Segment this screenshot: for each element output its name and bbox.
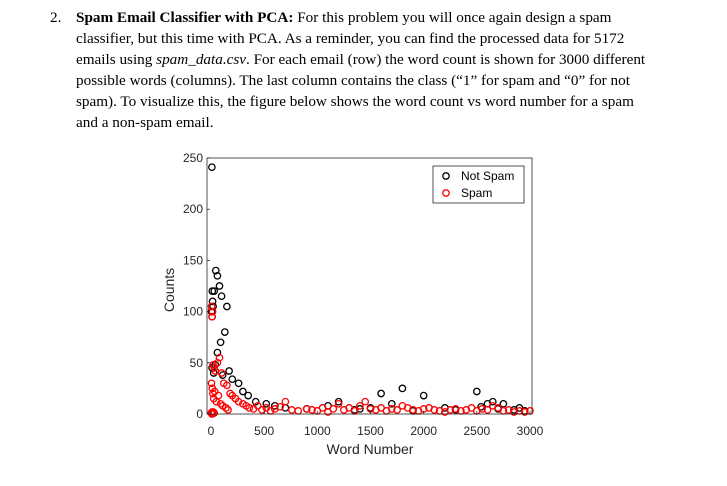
data-point-not-spam (472, 387, 481, 396)
y-tick-label: 0 (196, 407, 203, 421)
legend: Not Spam Spam (432, 165, 525, 204)
data-point-not-spam (499, 399, 508, 408)
data-point-spam (207, 379, 216, 388)
problem-text: Spam Email Classifier with PCA: For this… (76, 7, 650, 133)
plot-area-frame (206, 157, 533, 415)
data-point-spam (329, 405, 338, 413)
data-point-not-spam (217, 292, 226, 301)
x-tick-label: 1000 (304, 424, 331, 438)
data-point-not-spam (216, 338, 225, 347)
data-point-not-spam (251, 397, 260, 406)
y-tick-label: 50 (190, 356, 204, 370)
legend-label-not-spam: Not Spam (461, 169, 514, 183)
problem-statement: 2. Spam Email Classifier with PCA: For t… (50, 7, 650, 133)
data-point-spam (215, 353, 224, 362)
data-point-not-spam (488, 397, 497, 406)
y-axis-label: Counts (161, 268, 177, 312)
x-tick-label: 0 (208, 424, 215, 438)
data-point-not-spam (210, 287, 219, 295)
problem-text-b: . For each email (row) the word count is… (76, 51, 646, 131)
legend-marker-spam (442, 189, 450, 197)
data-point-not-spam (239, 387, 247, 396)
data-point-spam (222, 404, 230, 412)
data-point-not-spam (234, 379, 243, 388)
data-point-not-spam (515, 404, 524, 412)
data-point-spam (276, 402, 284, 411)
data-point-spam (387, 405, 396, 413)
data-point-spam (520, 408, 529, 416)
data-point-spam (483, 406, 492, 414)
data-point-spam (224, 406, 232, 414)
data-point-spam (214, 391, 223, 400)
data-point-spam (361, 397, 370, 406)
legend-marker-not-spam (442, 172, 450, 180)
data-point-spam (430, 406, 439, 414)
data-point-spam (258, 406, 266, 414)
data-point-not-spam (215, 282, 224, 290)
data-point-spam (393, 406, 401, 414)
y-tick-label: 100 (183, 305, 203, 319)
data-point-not-spam (377, 389, 385, 398)
data-point-spam (281, 397, 290, 406)
data-point-not-spam (270, 401, 279, 410)
data-point-spam (294, 407, 303, 415)
data-point-spam (334, 399, 343, 408)
data-point-spam (216, 399, 225, 408)
data-point-not-spam (398, 384, 407, 393)
data-point-spam (287, 406, 296, 414)
problem-number: 2. (50, 9, 62, 26)
data-point-not-spam (208, 163, 216, 172)
data-point-spam (234, 397, 243, 406)
data-point-not-spam (213, 271, 222, 280)
x-tick-label: 3000 (517, 424, 544, 438)
x-axis-ticks: 0 500 1000 1500 2000 2500 3000 (208, 411, 544, 438)
legend-box (432, 165, 525, 204)
data-point-spam (253, 401, 262, 410)
data-point-spam (208, 312, 216, 321)
x-axis-label: Word Number (327, 441, 414, 457)
data-point-spam (308, 406, 316, 414)
data-point-spam (217, 369, 226, 377)
problem-text-a: For this problem you will once again des… (76, 9, 625, 68)
data-point-not-spam (262, 399, 271, 408)
y-tick-label: 150 (183, 253, 203, 267)
data-point-spam (226, 389, 234, 398)
problem-title: Spam Email Classifier with PCA: (76, 9, 294, 26)
y-axis-ticks: 0 50 100 150 200 250 (183, 151, 210, 421)
data-point-not-spam (211, 266, 220, 275)
y-tick-label: 200 (183, 202, 203, 216)
data-point-spam (318, 404, 327, 412)
data-point-spam (245, 404, 254, 412)
data-point-not-spam (209, 369, 218, 377)
x-tick-label: 2000 (410, 424, 437, 438)
data-point-spam (356, 401, 364, 410)
data-point-not-spam (208, 297, 217, 306)
data-point-spam (223, 381, 231, 390)
data-point-not-spam (244, 391, 253, 400)
data-point-spam (446, 406, 455, 414)
x-tick-label: 500 (254, 424, 274, 438)
x-tick-label: 1500 (357, 424, 384, 438)
data-point-not-spam (228, 375, 237, 384)
data-point-not-spam (220, 328, 229, 336)
x-tick-label: 2500 (463, 424, 490, 438)
data-point-spam (207, 302, 216, 311)
legend-label-spam: Spam (461, 186, 492, 200)
data-point-not-spam (387, 399, 396, 408)
data-point-not-spam (223, 302, 231, 311)
data-point-not-spam (225, 367, 233, 375)
data-point-spam (510, 408, 518, 416)
data-point-not-spam (419, 391, 428, 400)
data-point-spam (478, 405, 486, 413)
data-point-spam (302, 405, 311, 413)
data-filename: spam_data.csv (156, 51, 247, 68)
y-tick-label: 250 (183, 151, 203, 165)
data-point-spam (409, 406, 417, 414)
